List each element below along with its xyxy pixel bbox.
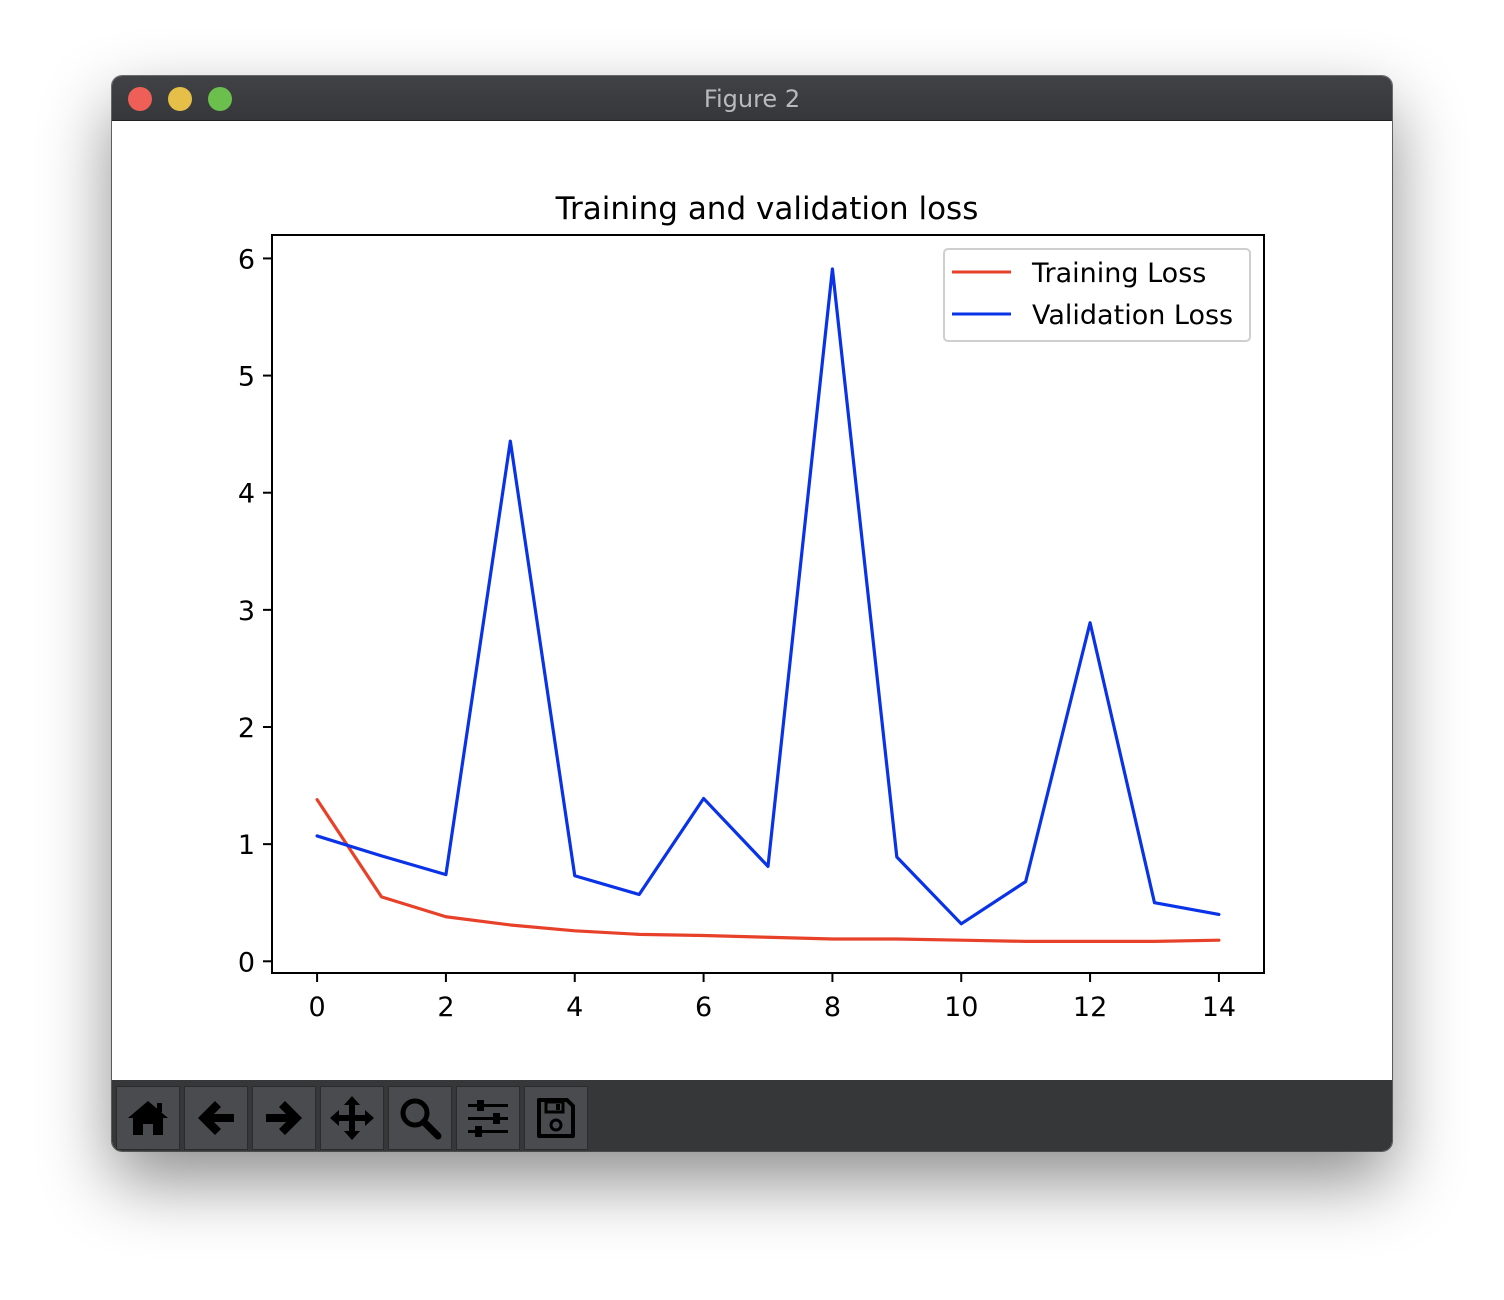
y-tick-label: 3 xyxy=(238,596,255,627)
navigation-toolbar xyxy=(112,1080,1392,1151)
save-button[interactable] xyxy=(524,1086,588,1150)
series-lines xyxy=(315,267,1221,943)
figure-window: Figure 2 Training and validation loss 0 2… xyxy=(112,76,1392,1151)
pan-button[interactable] xyxy=(320,1086,384,1150)
x-tick-label: 8 xyxy=(824,992,841,1023)
x-tick-label: 14 xyxy=(1202,992,1236,1023)
move-icon xyxy=(330,1096,374,1140)
arrow-left-icon xyxy=(198,1101,234,1135)
configure-subplots-button[interactable] xyxy=(456,1086,520,1150)
legend-label-validation: Validation Loss xyxy=(1032,300,1233,331)
chart-title: Training and validation loss xyxy=(555,191,979,227)
forward-button[interactable] xyxy=(252,1086,316,1150)
close-window-button[interactable] xyxy=(128,87,152,111)
arrow-right-icon xyxy=(266,1101,302,1135)
legend-label-training: Training Loss xyxy=(1031,258,1206,289)
floppy-disk-icon xyxy=(537,1098,575,1138)
x-tick-label: 12 xyxy=(1073,992,1107,1023)
x-tick-label: 10 xyxy=(944,992,978,1023)
y-tick-label: 2 xyxy=(238,713,255,744)
y-tick-label: 4 xyxy=(238,479,255,510)
legend: Training Loss Validation Loss xyxy=(943,248,1251,342)
minimize-window-button[interactable] xyxy=(168,87,192,111)
window-title: Figure 2 xyxy=(703,85,801,113)
y-tick-label: 5 xyxy=(238,362,255,393)
legend-box xyxy=(943,248,1251,342)
y-tick-label: 1 xyxy=(238,830,255,861)
y-tick-label: 0 xyxy=(238,947,255,978)
x-tick-label: 0 xyxy=(308,992,325,1023)
magnifier-icon xyxy=(400,1098,442,1140)
sliders-icon xyxy=(468,1100,508,1137)
home-icon xyxy=(128,1101,168,1135)
home-button[interactable] xyxy=(116,1086,180,1150)
figure-canvas[interactable]: Training and validation loss 0 2 4 6 8 10 12 14… xyxy=(112,121,1392,1080)
maximize-window-button[interactable] xyxy=(208,87,232,111)
validation-loss-line xyxy=(315,267,1221,926)
title-bar[interactable]: Figure 2 xyxy=(112,76,1392,121)
loss-chart: Training and validation loss 0 2 4 6 8 10 12 14… xyxy=(238,191,1265,1023)
zoom-button[interactable] xyxy=(388,1086,452,1150)
x-tick-label: 6 xyxy=(695,992,712,1023)
axes-frame xyxy=(271,234,1265,974)
y-tick-label: 6 xyxy=(238,244,255,275)
training-loss-line xyxy=(315,798,1221,943)
back-button[interactable] xyxy=(184,1086,248,1150)
x-tick-label: 4 xyxy=(566,992,583,1023)
x-tick-label: 2 xyxy=(437,992,454,1023)
